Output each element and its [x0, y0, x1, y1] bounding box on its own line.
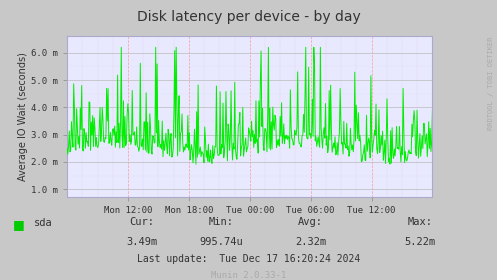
Text: RRDTOOL / TOBI OETIKER: RRDTOOL / TOBI OETIKER [488, 36, 494, 130]
Y-axis label: Average IO Wait (seconds): Average IO Wait (seconds) [18, 52, 28, 181]
Text: Max:: Max: [408, 217, 432, 227]
Text: sda: sda [34, 218, 53, 228]
Text: 5.22m: 5.22m [405, 237, 435, 247]
Text: Avg:: Avg: [298, 217, 323, 227]
Text: Disk latency per device - by day: Disk latency per device - by day [137, 10, 360, 24]
Text: 995.74u: 995.74u [199, 237, 243, 247]
Text: Munin 2.0.33-1: Munin 2.0.33-1 [211, 271, 286, 280]
Text: 2.32m: 2.32m [295, 237, 326, 247]
Text: Cur:: Cur: [129, 217, 154, 227]
Text: 3.49m: 3.49m [126, 237, 157, 247]
Text: Last update:  Tue Dec 17 16:20:24 2024: Last update: Tue Dec 17 16:20:24 2024 [137, 254, 360, 264]
Text: Min:: Min: [209, 217, 234, 227]
Text: ■: ■ [12, 218, 24, 231]
